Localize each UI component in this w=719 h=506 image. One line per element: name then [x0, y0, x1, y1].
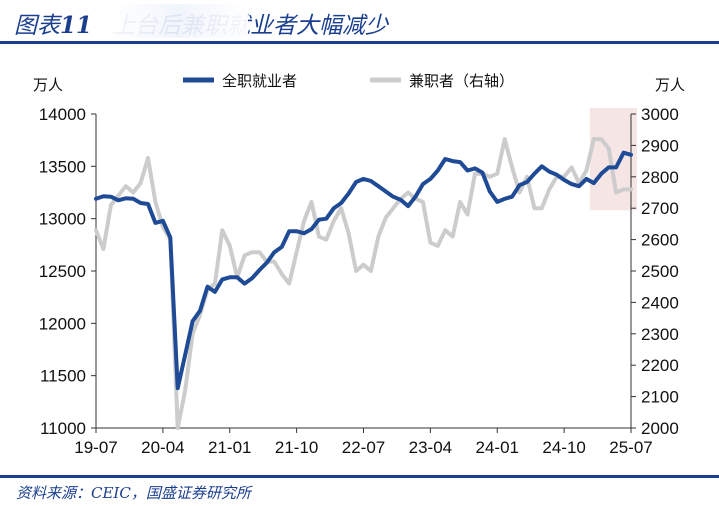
highlight-box	[589, 108, 637, 211]
x-tick-label: 20-04	[141, 438, 184, 457]
left-tick-label: 13500	[39, 157, 86, 176]
legend-label-parttime: 兼职者（右轴）	[409, 72, 514, 90]
left-axis-unit: 万人	[33, 76, 63, 94]
title-rule	[0, 41, 719, 44]
series-line-parttime	[94, 137, 633, 430]
axes-layer	[91, 113, 636, 433]
x-tick-label: 23-04	[409, 438, 452, 457]
right-tick-label: 2500	[641, 262, 679, 281]
right-tick-label: 2600	[641, 231, 679, 250]
series-layer	[94, 137, 633, 430]
x-tick-label: 21-01	[208, 438, 251, 457]
legend: 全职就业者 兼职者（右轴）	[183, 72, 514, 90]
line-chart: 1100011500120001250013000135001400020002…	[33, 72, 685, 457]
figure-number: 11	[60, 12, 93, 39]
footer-rule	[0, 475, 719, 478]
left-tick-label: 14000	[39, 105, 86, 124]
figure-label: 图表	[14, 13, 60, 39]
left-tick-label: 12500	[39, 262, 86, 281]
left-tick-label: 12000	[39, 314, 86, 333]
right-tick-label: 2200	[641, 356, 679, 375]
x-tick-label: 19-07	[74, 438, 117, 457]
right-tick-label: 3000	[641, 105, 679, 124]
x-tick-label: 25-07	[609, 438, 652, 457]
x-tick-label: 22-07	[342, 438, 385, 457]
right-tick-label: 2900	[641, 136, 679, 155]
x-tick-label: 24-10	[542, 438, 585, 457]
highlight-layer	[589, 108, 637, 211]
left-tick-label: 13000	[39, 210, 86, 229]
right-tick-label: 2400	[641, 293, 679, 312]
ticks-layer: 1100011500120001250013000135001400020002…	[39, 105, 679, 457]
legend-label-fulltime: 全职就业者	[222, 72, 297, 90]
x-tick-label: 21-10	[275, 438, 318, 457]
source-note: 资料来源：CEIC，国盛证券研究所	[16, 484, 251, 502]
right-tick-label: 2000	[641, 419, 679, 438]
right-tick-label: 2700	[641, 199, 679, 218]
series-line-fulltime	[94, 150, 633, 391]
title-blur-mask	[110, 4, 248, 38]
right-tick-label: 2800	[641, 168, 679, 187]
x-tick-label: 24-01	[476, 438, 519, 457]
right-axis-unit: 万人	[655, 76, 685, 94]
right-tick-label: 2300	[641, 325, 679, 344]
left-tick-label: 11500	[40, 367, 86, 386]
left-tick-label: 11000	[40, 419, 86, 438]
right-tick-label: 2100	[641, 388, 679, 407]
